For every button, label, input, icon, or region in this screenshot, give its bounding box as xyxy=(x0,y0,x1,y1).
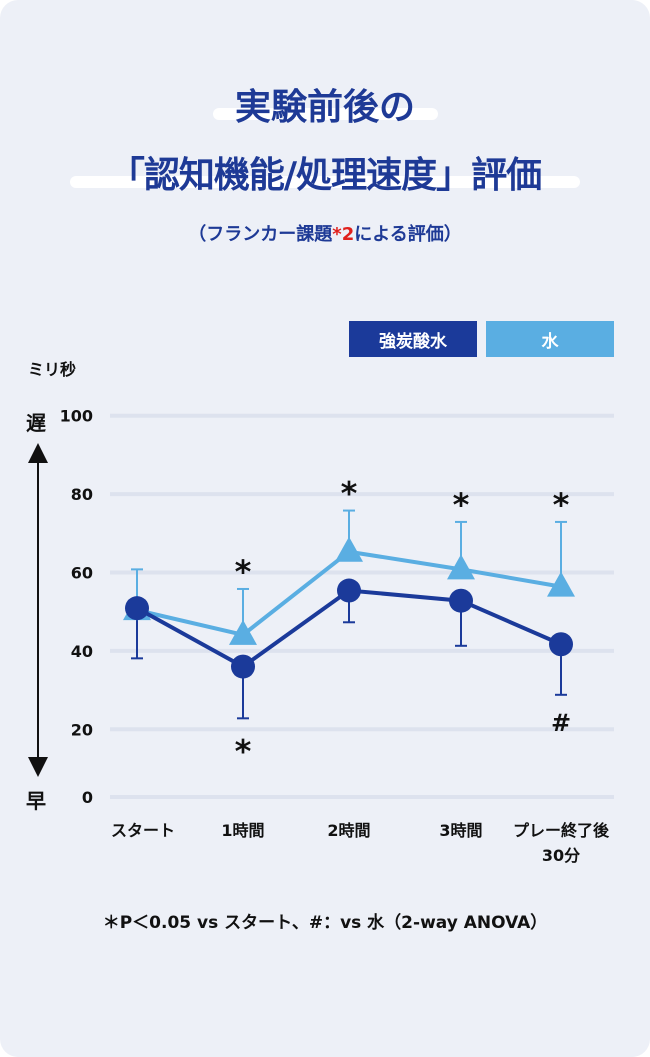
chart-subtitle: （フランカー課題*2による評価） xyxy=(0,220,650,246)
line-chart: ミリ秒 遅 早 0 20 40 60 80 100 * * * * * # スタート 1時間 2時間 3時… xyxy=(26,360,614,865)
water-point xyxy=(547,571,575,597)
y-tick-label: 20 xyxy=(71,720,93,739)
title-highlight xyxy=(213,108,438,120)
carbonated-point xyxy=(549,632,573,657)
y-tick-label: 0 xyxy=(82,788,93,807)
significance-marker: * xyxy=(553,486,570,524)
y-direction-arrow xyxy=(28,443,48,777)
subtitle-text-end: による評価） xyxy=(354,224,462,245)
water-point xyxy=(229,619,257,645)
water-point xyxy=(335,536,363,562)
y-tick-label: 100 xyxy=(60,407,93,426)
x-tick-label: 3時間 xyxy=(439,821,482,840)
carbonated-point xyxy=(337,578,361,603)
y-tick-label: 80 xyxy=(71,485,93,504)
carbonated-point xyxy=(449,588,473,613)
subtitle-text: （フランカー課題 xyxy=(188,224,333,245)
x-tick-label: 1時間 xyxy=(221,821,264,840)
carbonated-point xyxy=(125,596,149,621)
legend-water: 水 xyxy=(486,321,614,357)
x-tick-label: スタート xyxy=(111,821,175,840)
x-tick-label: 30分 xyxy=(542,846,580,865)
significance-marker: # xyxy=(551,709,571,737)
carbonated-point xyxy=(231,654,255,679)
footnote: ＊P＜0.05 vs スタート、#：vs 水（2-way ANOVA） xyxy=(102,913,548,933)
significance-marker: * xyxy=(235,732,252,770)
chart-title-line1: 実験前後の xyxy=(234,87,415,128)
significance-marker: * xyxy=(341,475,358,513)
legend-carbonated: 強炭酸水 xyxy=(349,321,477,357)
y-arrow-top-label: 遅 xyxy=(26,411,46,435)
y-tick-label: 40 xyxy=(71,642,93,661)
y-arrow-bottom-label: 早 xyxy=(26,789,46,813)
y-axis-label: ミリ秒 xyxy=(28,360,76,379)
chart-title-line2: 「認知機能/処理速度」評価 xyxy=(108,155,542,196)
significance-marker: * xyxy=(453,486,470,524)
water-point xyxy=(447,554,475,580)
significance-marker: * xyxy=(235,553,252,591)
x-tick-label: プレー終了後 xyxy=(513,821,610,840)
x-tick-label: 2時間 xyxy=(327,821,370,840)
y-tick-label: 60 xyxy=(71,564,93,583)
subtitle-marker: *2 xyxy=(332,224,355,245)
title-highlight xyxy=(70,176,580,188)
